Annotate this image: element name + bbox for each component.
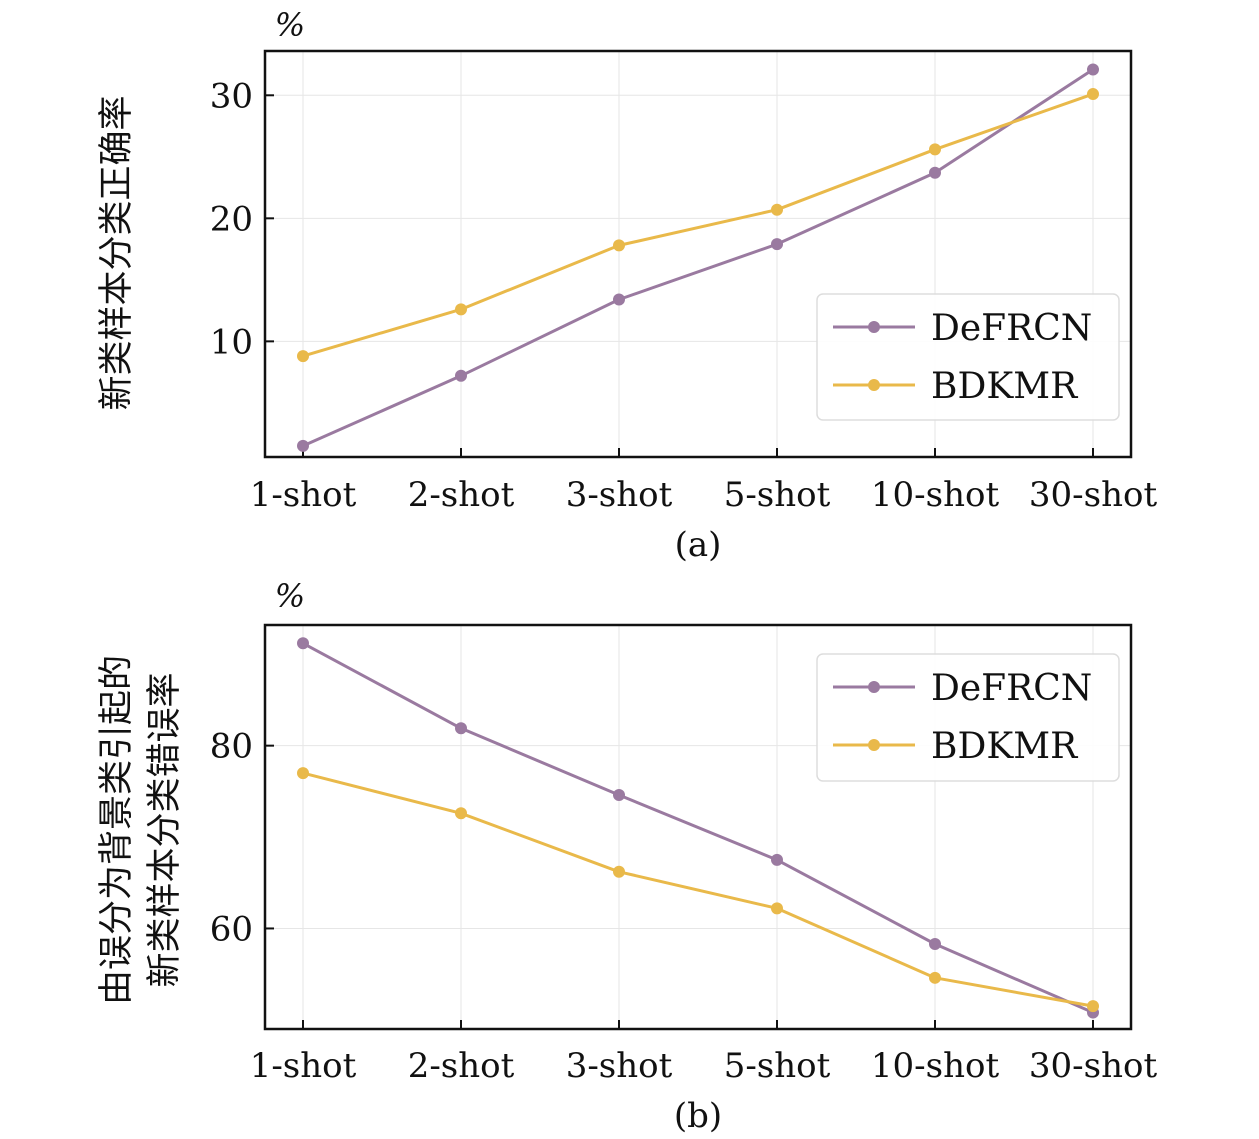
- x-tick-label: 30-shot: [1029, 475, 1158, 515]
- series-line-defrcn: [302, 68, 1094, 448]
- x-tick-label: 3-shot: [566, 1046, 673, 1086]
- data-point-bdkmr: [455, 303, 467, 316]
- data-point-bdkmr: [297, 767, 309, 780]
- y-axis-label: 由误分为背景类引起的: [97, 655, 137, 1005]
- data-point-defrcn: [455, 369, 467, 382]
- data-point-bdkmr: [771, 203, 783, 216]
- plot-frame: [263, 49, 1133, 459]
- series-line-defrcn: [302, 641, 1094, 1014]
- x-tick-label: 2-shot: [408, 1046, 515, 1086]
- x-tick-label: 1-shot: [250, 475, 357, 515]
- chart-caption: (a): [675, 525, 722, 565]
- data-point-defrcn: [297, 439, 309, 452]
- data-point-defrcn: [929, 166, 941, 179]
- legend-swatch-marker: [868, 379, 880, 391]
- data-point-defrcn: [613, 789, 625, 802]
- unit-label: %: [275, 6, 305, 44]
- data-point-bdkmr: [297, 350, 309, 363]
- x-tick-label: 10-shot: [871, 1046, 1000, 1086]
- legend-entry: DeFRCN: [931, 668, 1092, 709]
- x-tick-label: 2-shot: [408, 475, 515, 515]
- x-tick-label: 1-shot: [250, 1046, 357, 1086]
- series-line-bdkmr: [302, 771, 1094, 1008]
- x-tick-label: 3-shot: [566, 475, 673, 515]
- plot-frame: [263, 623, 1133, 1031]
- data-point-defrcn: [613, 293, 625, 306]
- y-tick-label: 60: [210, 909, 253, 949]
- data-point-bdkmr: [455, 807, 467, 820]
- unit-label: %: [275, 577, 305, 615]
- y-axis-label: 新类样本分类错误率: [145, 672, 185, 987]
- data-point-defrcn: [1087, 63, 1099, 76]
- x-tick-label: 30-shot: [1029, 1046, 1158, 1086]
- series-line-bdkmr: [302, 92, 1094, 358]
- data-point-bdkmr: [929, 143, 941, 156]
- legend-swatch-marker: [868, 321, 880, 333]
- legend-entry: BDKMR: [931, 366, 1078, 407]
- y-tick-label: 80: [210, 727, 253, 767]
- data-point-bdkmr: [929, 971, 941, 984]
- data-point-bdkmr: [613, 865, 625, 878]
- data-point-defrcn: [297, 637, 309, 650]
- data-point-bdkmr: [613, 239, 625, 252]
- legend-swatch-marker: [868, 681, 880, 693]
- x-tick-label: 5-shot: [724, 1046, 831, 1086]
- data-point-defrcn: [455, 722, 467, 735]
- legend-entry: BDKMR: [931, 726, 1078, 767]
- data-point-defrcn: [771, 238, 783, 251]
- y-axis-label: 新类样本分类正确率: [97, 95, 137, 410]
- legend-swatch-marker: [868, 739, 880, 751]
- chart-caption: (b): [674, 1096, 722, 1136]
- data-point-bdkmr: [1087, 1000, 1099, 1013]
- x-tick-label: 10-shot: [871, 475, 1000, 515]
- y-tick-label: 20: [210, 199, 253, 239]
- data-point-bdkmr: [1087, 88, 1099, 101]
- legend-entry: DeFRCN: [931, 308, 1092, 349]
- data-point-defrcn: [929, 937, 941, 950]
- chart-panel-a: 1-shot 2-shot 3-shot 5-shot 10-shot 30-shot 10…: [97, 6, 1157, 565]
- data-point-bdkmr: [771, 902, 783, 915]
- x-tick-label: 5-shot: [724, 475, 831, 515]
- chart-panel-b: 1-shot 2-shot 3-shot 5-shot 10-shot 30-shot 60…: [97, 577, 1157, 1136]
- data-point-defrcn: [771, 853, 783, 866]
- y-tick-label: 10: [210, 322, 253, 362]
- y-tick-label: 30: [210, 76, 253, 116]
